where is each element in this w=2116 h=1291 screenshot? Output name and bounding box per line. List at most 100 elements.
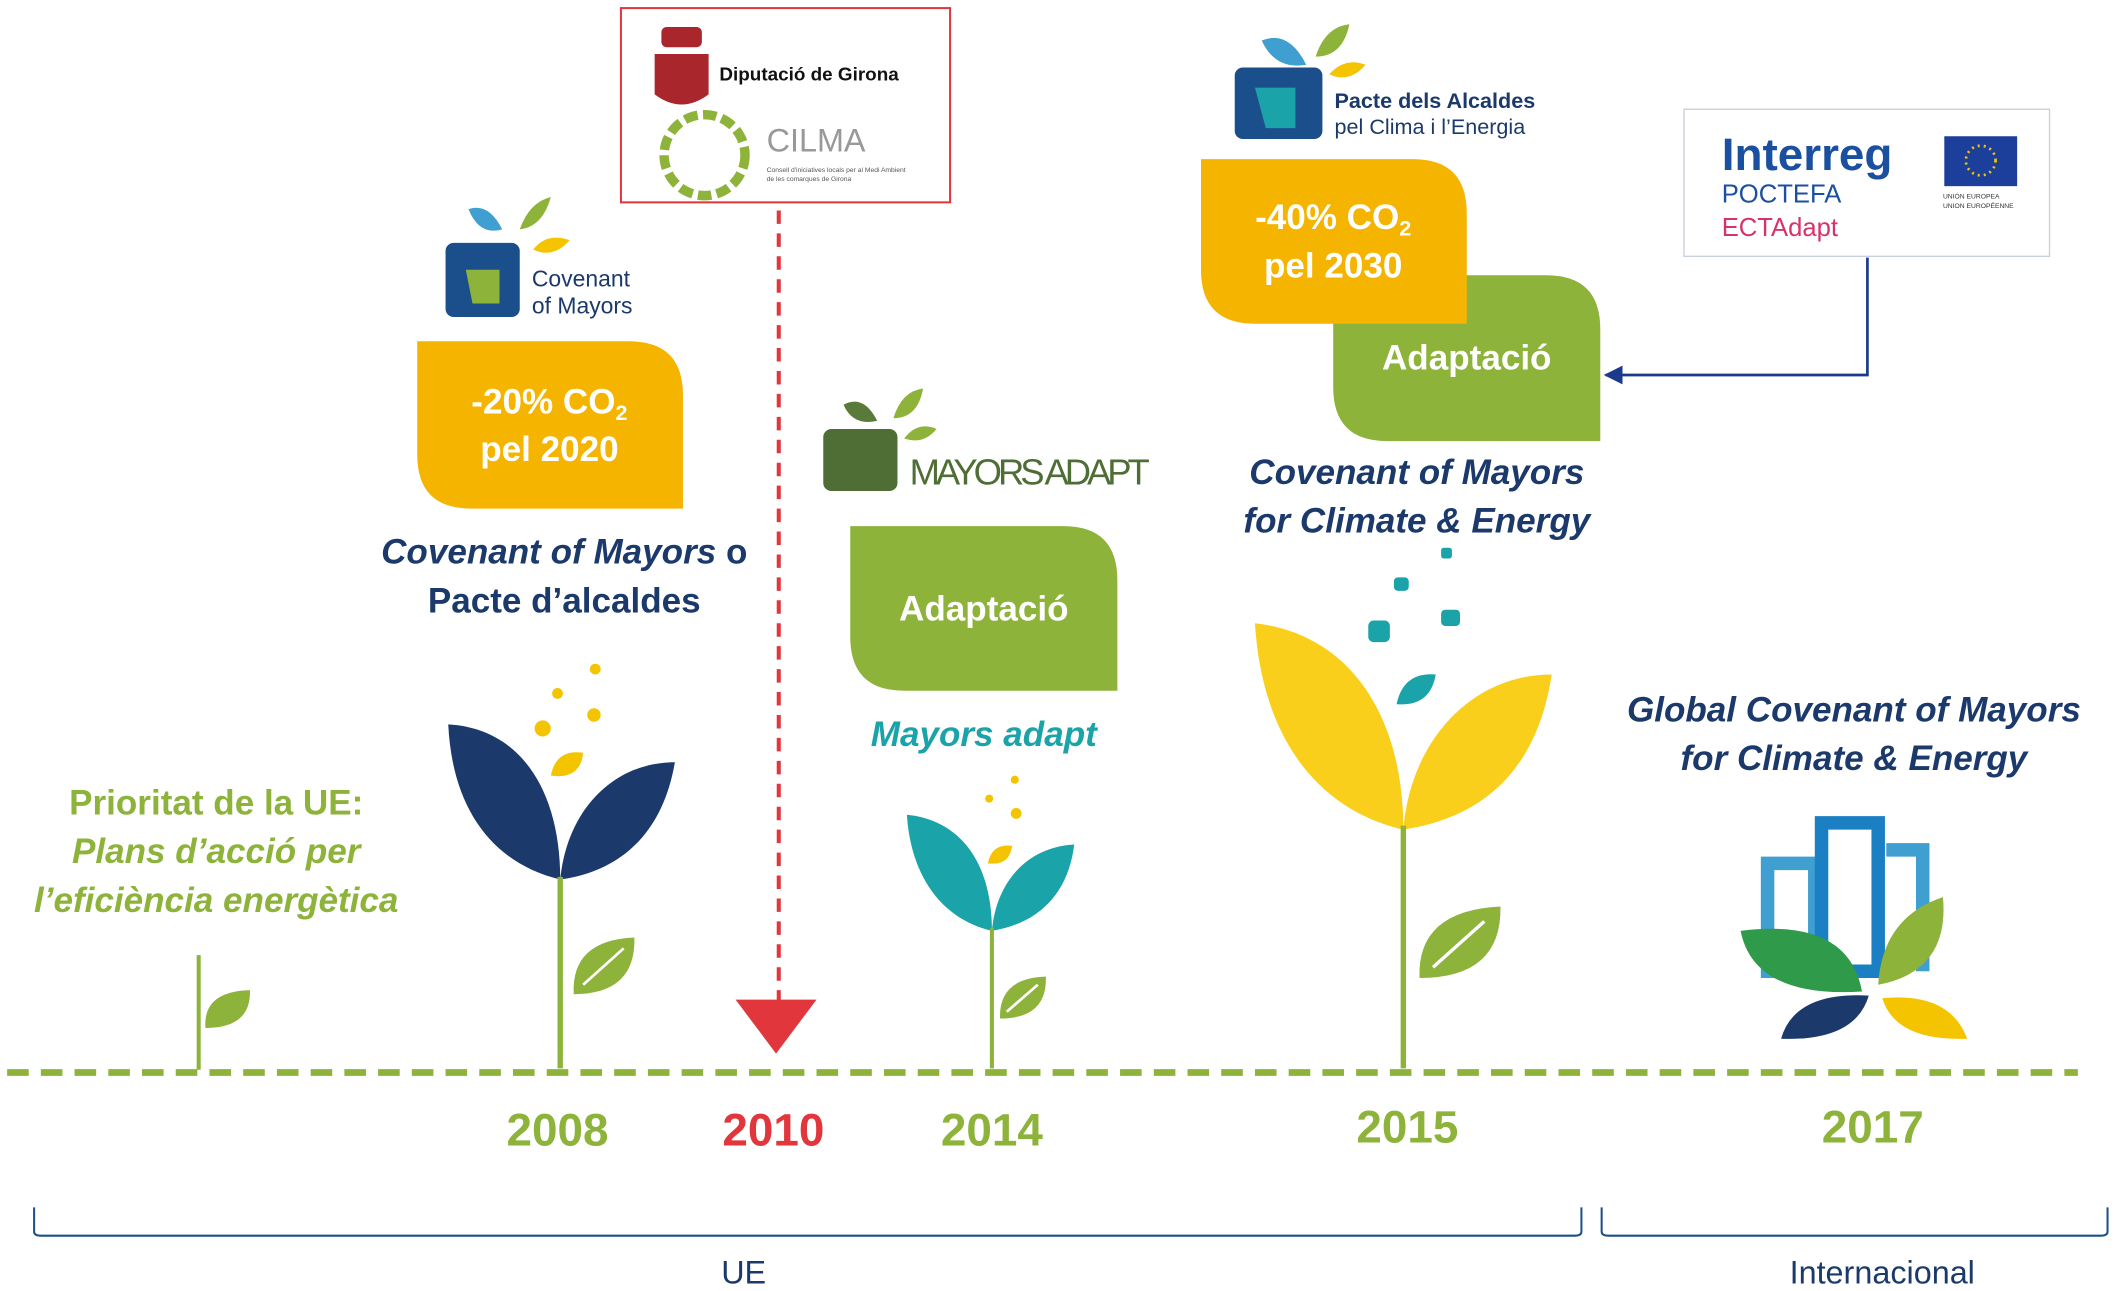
logo-crown <box>661 26 702 48</box>
logo-block <box>1254 87 1296 129</box>
badge <box>850 526 1118 691</box>
seed <box>552 687 563 699</box>
seed <box>589 663 601 675</box>
logo-text: of Mayors <box>532 293 633 319</box>
scope-label: Internacional <box>1790 1254 1975 1290</box>
partner-program: POCTEFA <box>1722 180 1843 208</box>
logo-global <box>1740 816 1968 1039</box>
caption: for Climate & Energy <box>1681 739 2029 778</box>
seed <box>534 720 551 737</box>
seed <box>1441 547 1452 559</box>
badge <box>417 341 683 509</box>
seed <box>1441 609 1461 626</box>
eu-flag <box>1944 136 2018 187</box>
logo-crest <box>654 53 709 105</box>
badge-sub: 2 <box>616 400 628 425</box>
logo-note: de les comarques de Girona <box>767 176 852 183</box>
logo-leaf <box>1261 37 1307 66</box>
leaf-vein <box>582 947 625 986</box>
logo-leaf <box>904 426 937 441</box>
seed <box>1393 577 1409 591</box>
petal <box>560 762 675 880</box>
leaf <box>1740 928 1863 993</box>
logo-leaf <box>1315 24 1350 57</box>
leaf <box>1882 997 1968 1039</box>
petal <box>448 724 561 880</box>
scope-label: UE <box>721 1254 766 1290</box>
caption: Mayors adapt <box>871 715 1098 754</box>
partner-name: Interreg <box>1722 128 1893 180</box>
eu-label: UNION EUROPÉENNE <box>1943 201 2014 210</box>
flower <box>448 663 675 1069</box>
caption: Covenant of Mayors o <box>381 533 747 572</box>
badge <box>1200 159 1467 324</box>
seed <box>550 752 584 777</box>
badge-label: -40% CO2 <box>1255 198 1411 240</box>
logo-text: Covenant <box>532 266 631 292</box>
partner-project: ECTAdapt <box>1722 214 1838 242</box>
seed <box>1010 808 1022 819</box>
caption: Global Covenant of Mayors <box>1627 691 2081 730</box>
caption: Pacte d’alcaldes <box>428 581 701 620</box>
logo-leaf <box>519 196 551 230</box>
logo-leaf <box>843 401 878 422</box>
year: 2015 <box>1356 1101 1458 1153</box>
leaf <box>1878 897 1944 985</box>
badge-sub: 2 <box>1399 215 1411 240</box>
caption-suffix: o <box>716 533 747 572</box>
logo-text: CILMA <box>767 123 866 159</box>
petal <box>1254 623 1404 830</box>
year: 2014 <box>941 1103 1044 1155</box>
scope-bracket <box>33 1207 1583 1237</box>
seed <box>587 708 601 722</box>
eu-stars <box>1964 144 1997 177</box>
partner-arrow <box>1603 257 1869 385</box>
seed <box>1010 775 1019 784</box>
badge-label: Adaptació <box>1382 338 1552 377</box>
logo-text: Diputació de Girona <box>719 65 899 86</box>
logo-note: Consell d'iniciatives locals per al Medi… <box>767 167 906 174</box>
arrow-head <box>735 999 817 1054</box>
seed <box>1396 674 1436 705</box>
building <box>1814 816 1885 979</box>
logo-block <box>823 428 898 492</box>
logo-leaf <box>1329 62 1366 78</box>
flower <box>1254 547 1552 1069</box>
leaf <box>205 990 250 1028</box>
logo-leaf <box>893 388 924 419</box>
logo-leaf <box>533 237 570 253</box>
scope-bracket <box>1600 1207 2109 1237</box>
intro-heading: Prioritat de la UE: <box>69 784 363 823</box>
badge-label: pel 2020 <box>480 430 618 469</box>
seed <box>985 794 994 803</box>
badge-label: -20% CO2 <box>471 383 627 425</box>
year: 2008 <box>507 1103 609 1155</box>
leaf-vein <box>1005 983 1039 1013</box>
logo-ring <box>659 109 750 201</box>
intro-line: Plans d’acció per <box>72 832 363 871</box>
logo-text: MAYORS ADAPT <box>910 451 1150 492</box>
leaf <box>1781 995 1869 1039</box>
year: 2017 <box>1822 1101 1924 1153</box>
logo-text: Pacte dels Alcaldes <box>1335 88 1536 113</box>
badge-label: Adaptació <box>899 589 1068 628</box>
eu-label: UNIÓN EUROPEA <box>1943 192 2000 201</box>
badge-label: pel 2030 <box>1264 247 1402 286</box>
logo-pacte: Pacte dels Alcaldes pel Clima i l’Energi… <box>1234 24 1536 139</box>
petal <box>1403 674 1552 830</box>
caption-name: Covenant of Mayors <box>381 533 716 572</box>
logo-mayors-adapt: MAYORS ADAPT <box>823 388 1150 492</box>
logo-block <box>465 269 500 304</box>
badge-text: -20% CO <box>471 383 615 422</box>
year: 2010 <box>722 1103 824 1155</box>
flower <box>906 775 1075 1069</box>
petal <box>906 814 992 931</box>
logo-diputacio: Diputació de Girona CILMA Consell d'inic… <box>654 26 906 201</box>
badge-text: -40% CO <box>1255 198 1399 237</box>
caption: for Climate & Energy <box>1243 502 1591 541</box>
seed <box>987 845 1013 864</box>
petal <box>991 844 1075 931</box>
intro-line: l’eficiència energètica <box>34 881 398 920</box>
